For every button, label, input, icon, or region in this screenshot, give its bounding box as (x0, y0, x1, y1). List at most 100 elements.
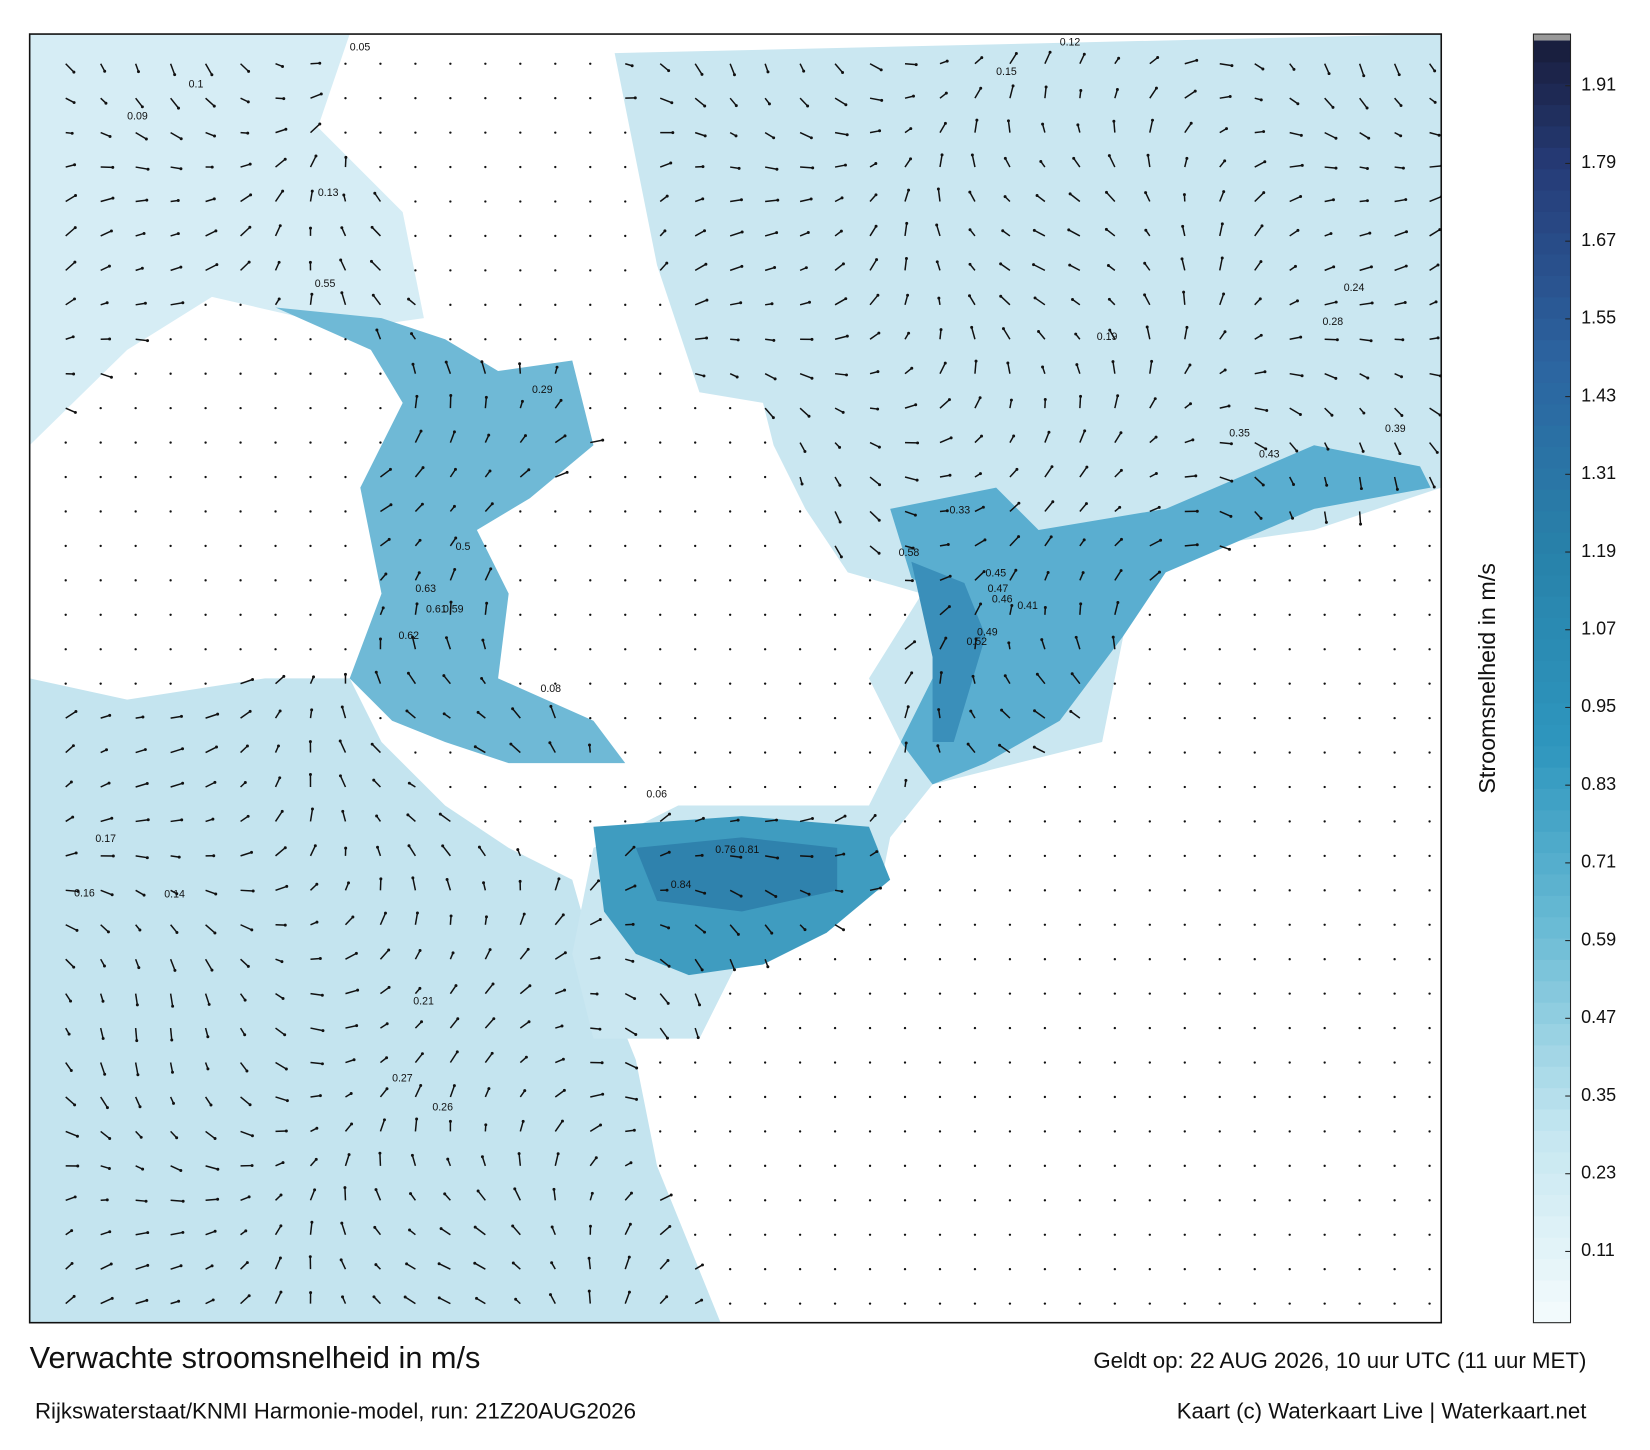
vector (408, 298, 416, 306)
vector (1359, 338, 1372, 342)
vector (240, 194, 252, 203)
vector (1149, 361, 1153, 374)
vector-head (703, 134, 707, 138)
vector-head (1359, 522, 1363, 526)
vector-head (175, 930, 179, 934)
grid-dot (64, 648, 67, 651)
vector-head (145, 198, 149, 202)
vector-head (705, 336, 709, 340)
vector-head (310, 708, 314, 712)
vector-head (842, 928, 846, 932)
vector (554, 435, 566, 444)
vector (474, 746, 486, 754)
grid-dot (1008, 1026, 1012, 1030)
vector (205, 1230, 216, 1236)
valid-time: Geldt op: 22 AUG 2026, 10 uur UTC (11 uu… (1093, 1348, 1586, 1373)
vector-head (73, 163, 77, 167)
vector-head (775, 167, 779, 171)
grid-dot (1148, 751, 1151, 754)
grid-dot (868, 716, 872, 720)
grid-dot (1078, 1268, 1082, 1271)
vector-head (445, 878, 449, 881)
vector (240, 1196, 250, 1201)
grid-dot (868, 1199, 872, 1202)
vector (100, 889, 113, 896)
vector-head (1070, 672, 1074, 676)
grid-dot (868, 1164, 872, 1168)
grid-dot (1428, 682, 1431, 685)
vector-head (740, 230, 744, 234)
vector (1219, 95, 1231, 99)
colorbar-band (1533, 83, 1571, 106)
vector-head (949, 436, 953, 440)
vector-head (703, 891, 707, 895)
vector-head (374, 670, 378, 674)
vector (1009, 53, 1018, 65)
grid-dot (798, 510, 802, 513)
vector-head (808, 300, 811, 304)
vector (442, 845, 451, 857)
grid-dot (798, 716, 802, 720)
vector-head (629, 1161, 633, 1165)
vector-head (212, 854, 216, 858)
vector-head (1335, 338, 1339, 342)
vector-head (1079, 394, 1083, 398)
vector-head (560, 1119, 564, 1123)
vector (65, 710, 77, 719)
vector-head (387, 537, 391, 541)
grid-dot (449, 338, 452, 341)
vector (310, 1094, 321, 1098)
vector-head (1010, 604, 1014, 607)
vector-head (181, 1230, 185, 1234)
vector (1219, 223, 1224, 237)
vector (484, 1088, 490, 1098)
vector-head (632, 845, 636, 849)
grid-dot (659, 716, 662, 720)
vector (370, 260, 381, 271)
vector (449, 1018, 459, 1029)
grid-dot (1253, 889, 1256, 892)
vector (974, 361, 977, 374)
vector-head (1071, 298, 1074, 302)
vector-head (587, 1289, 591, 1293)
grid-dot (204, 475, 207, 479)
grid-dot (64, 579, 67, 582)
grid-dot (1288, 613, 1291, 616)
grid-dot (519, 785, 522, 789)
grid-dot (1148, 1199, 1151, 1202)
vector-head (806, 231, 810, 235)
vector-head (444, 636, 448, 640)
vector-head (969, 709, 973, 713)
vector (341, 292, 347, 306)
vector (512, 1262, 521, 1270)
vector (205, 131, 215, 137)
vector (1289, 164, 1303, 168)
grid-dot (554, 544, 557, 548)
vector-head (1194, 474, 1198, 478)
vector (135, 166, 149, 170)
vector (659, 958, 670, 967)
vector-head (480, 1155, 484, 1159)
vector-head (979, 86, 983, 90)
vector-head (1436, 336, 1440, 340)
grid-dot (519, 510, 522, 513)
vector (519, 948, 529, 960)
vector-head (511, 1261, 515, 1265)
vector-head (1068, 192, 1072, 196)
vector-head (211, 1298, 215, 1302)
grid-dot (379, 716, 382, 720)
vector-head (245, 744, 249, 748)
vector-head (374, 1188, 378, 1192)
grid-dot (1323, 958, 1326, 961)
vector-head (665, 1036, 669, 1040)
vector-head (449, 600, 453, 604)
vector-head (285, 1099, 289, 1103)
vector-head (243, 781, 247, 784)
vector (1323, 511, 1328, 523)
grid-dot (1393, 1061, 1396, 1064)
vector-head (250, 1134, 254, 1138)
grid-dot (309, 338, 312, 341)
vector (240, 815, 249, 823)
vector-head (1365, 106, 1369, 110)
vector-head (282, 97, 286, 101)
